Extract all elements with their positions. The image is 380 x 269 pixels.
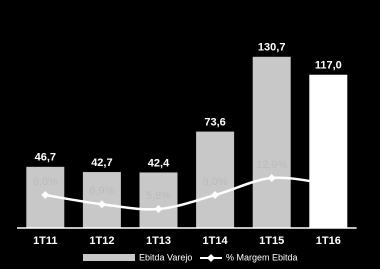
line-label: 6,9% [89, 185, 114, 197]
line [45, 176, 329, 211]
legend-swatch [83, 254, 135, 261]
line-label: 12,9% [256, 159, 287, 171]
line-marker [211, 191, 220, 200]
x-tick-label: 1T13 [146, 235, 171, 247]
bar [252, 56, 291, 228]
x-tick-label: 1T15 [259, 235, 284, 247]
legend-marker [207, 254, 215, 262]
bar [82, 172, 121, 228]
line-marker [267, 174, 276, 182]
line-marker [154, 205, 163, 214]
line-marker [41, 191, 50, 200]
bar [309, 74, 348, 228]
bar-label: 46,7 [35, 152, 56, 164]
x-tick-label: 1T12 [89, 235, 114, 247]
x-tick-label: 1T14 [203, 235, 229, 247]
bar [139, 172, 178, 228]
bar-label: 42,7 [91, 157, 112, 169]
line-label: 9,0% [33, 176, 58, 188]
x-tick-label: 1T11 [33, 235, 57, 247]
bar-label: 73,6 [204, 116, 225, 128]
line-marker [97, 200, 106, 209]
line-label: 9,0% [203, 176, 228, 188]
legend-label: % Margem Ebitda [226, 252, 298, 262]
x-tick-label: 1T16 [316, 235, 341, 247]
bar-label: 42,4 [148, 157, 170, 169]
bar-label: 130,7 [258, 42, 286, 54]
legend-label: Ebitda Varejo [139, 252, 192, 262]
bar [196, 131, 235, 228]
bar-label: 117,0 [315, 60, 342, 72]
line-label: 5,8% [146, 190, 171, 202]
